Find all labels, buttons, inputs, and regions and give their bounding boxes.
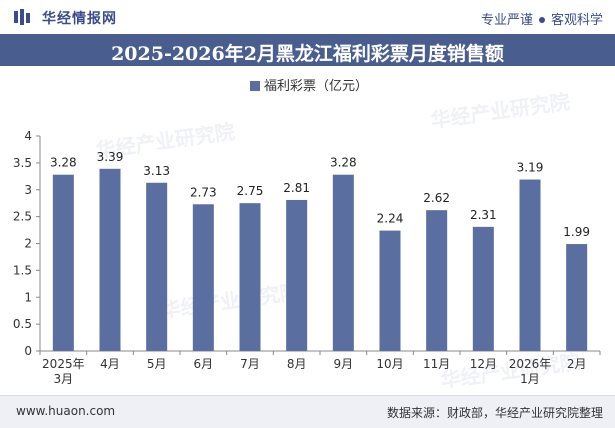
bar — [286, 199, 308, 351]
y-tick-label: 2.5 — [13, 210, 32, 224]
x-tick-label: 2026年 — [509, 357, 552, 371]
bar — [379, 230, 401, 351]
bar — [99, 168, 121, 351]
data-label: 3.28 — [330, 156, 357, 170]
x-tick-label: 1月 — [520, 372, 540, 386]
legend-swatch — [250, 81, 260, 91]
data-label: 1.99 — [563, 225, 590, 239]
bar — [472, 226, 494, 351]
y-tick-label: 4 — [24, 129, 32, 143]
x-tick-label: 9月 — [334, 357, 354, 371]
bar — [239, 203, 261, 351]
y-tick-label: 0 — [24, 344, 32, 358]
data-label: 3.39 — [97, 150, 124, 164]
y-tick-label: 0.5 — [13, 317, 32, 331]
data-label: 2.81 — [283, 181, 310, 195]
y-tick-label: 1 — [24, 290, 32, 304]
tagline-right: 客观科学 — [550, 13, 603, 28]
bar — [519, 179, 541, 351]
data-label: 2.73 — [190, 185, 217, 199]
bar — [52, 174, 74, 351]
chart-title: 2025-2026年2月黑龙江福利彩票月度销售额 — [111, 43, 504, 65]
brand-name: 华经情报网 — [42, 11, 117, 27]
x-tick-label: 6月 — [194, 357, 214, 371]
y-tick-label: 3.5 — [13, 156, 32, 170]
x-tick-label: 2025年 — [42, 357, 85, 371]
legend-label: 福利彩票（亿元） — [264, 79, 369, 94]
data-source: 数据来源：财政部，华经产业研究院整理 — [386, 406, 603, 420]
x-tick-label: 11月 — [423, 357, 450, 371]
x-tick-label: 4月 — [100, 357, 120, 371]
data-label: 2.31 — [470, 208, 497, 222]
tagline: 专业严谨 客观科学 — [481, 9, 603, 28]
x-tick-label: 7月 — [240, 357, 260, 371]
bar — [192, 204, 214, 351]
title-bar: 2025-2026年2月黑龙江福利彩票月度销售额 — [0, 34, 615, 66]
data-label: 2.62 — [423, 191, 450, 205]
x-tick-label: 2月 — [567, 357, 587, 371]
y-tick-label: 2 — [24, 237, 32, 251]
y-tick-label: 3 — [24, 183, 32, 197]
footer: www.huaon.com 数据来源：财政部，华经产业研究院整理 — [0, 395, 615, 428]
x-tick-label: 3月 — [54, 372, 74, 386]
data-label: 3.13 — [143, 164, 170, 178]
tagline-dot — [538, 16, 545, 23]
x-tick-label: 5月 — [147, 357, 167, 371]
bar — [426, 210, 448, 351]
bar — [146, 182, 168, 351]
bar — [566, 244, 588, 351]
top-bar: 华经情报网 专业严谨 客观科学 — [0, 0, 615, 34]
data-label: 3.19 — [517, 161, 544, 175]
data-label: 2.75 — [237, 184, 264, 198]
bar — [332, 174, 354, 351]
legend: 福利彩票（亿元） — [250, 75, 368, 94]
logo-icon — [14, 9, 30, 25]
y-tick-label: 1.5 — [13, 263, 32, 277]
x-tick-label: 12月 — [470, 357, 497, 371]
x-tick-label: 8月 — [287, 357, 307, 371]
data-label: 2.24 — [377, 212, 404, 226]
website-link[interactable]: www.huaon.com — [16, 404, 116, 418]
data-label: 3.28 — [50, 156, 77, 170]
tagline-left: 专业严谨 — [480, 13, 533, 28]
x-tick-label: 10月 — [376, 357, 403, 371]
